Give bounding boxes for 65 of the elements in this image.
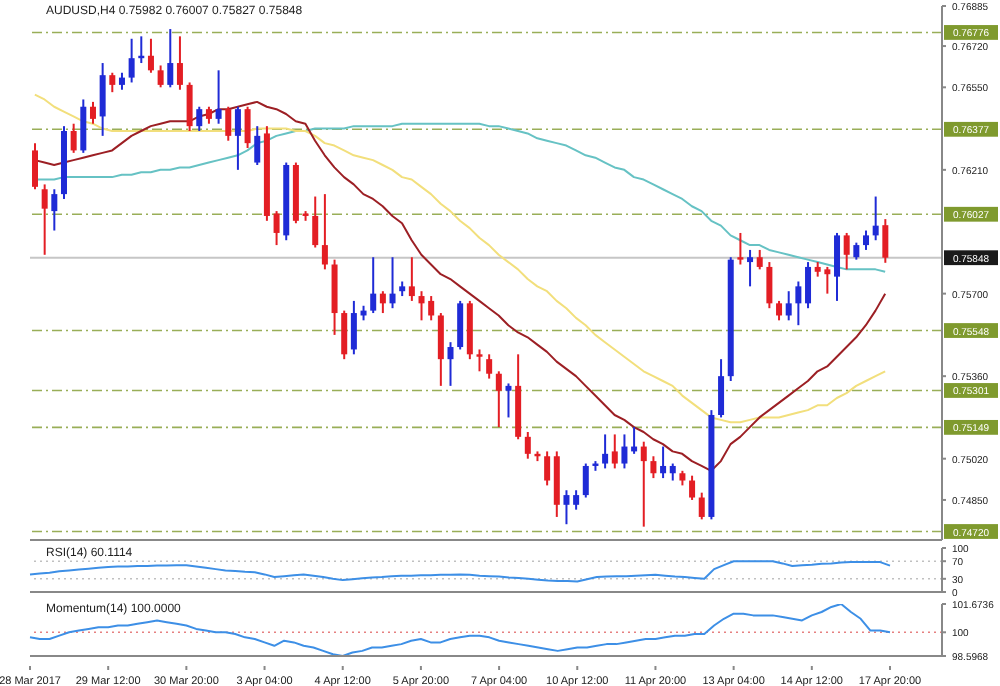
line-series <box>29 560 891 583</box>
candlestick <box>176 35 183 91</box>
candlestick <box>321 193 328 271</box>
candlestick <box>718 358 725 419</box>
candlestick <box>689 474 696 501</box>
candlestick <box>196 105 203 132</box>
candlestick <box>109 71 116 94</box>
candlestick <box>621 433 628 470</box>
candlestick <box>437 312 444 387</box>
candlestick <box>32 142 38 191</box>
candlestick <box>408 256 415 302</box>
candlestick <box>486 353 493 380</box>
candlestick <box>756 248 763 271</box>
candlestick <box>650 455 657 480</box>
candlestick <box>457 299 464 351</box>
candlestick <box>70 122 77 154</box>
candlestick <box>640 440 647 528</box>
candlestick <box>563 489 570 526</box>
candlestick <box>737 231 744 266</box>
candlestick <box>225 105 232 142</box>
candlestick <box>505 382 512 419</box>
candlestick <box>582 462 589 499</box>
candlestick <box>698 491 705 521</box>
candlestick <box>389 256 396 310</box>
candlestick <box>341 309 348 361</box>
candlestick <box>186 81 193 132</box>
candlestick <box>795 280 802 327</box>
candlestick <box>147 37 154 74</box>
candlestick <box>447 341 454 387</box>
candlestick <box>834 231 841 302</box>
candlestick <box>370 256 377 315</box>
candlestick <box>379 290 386 315</box>
candlestick <box>843 231 850 271</box>
candlestick <box>157 64 164 89</box>
candlestick <box>99 62 106 137</box>
candlestick <box>254 125 261 166</box>
candlestick <box>234 105 241 171</box>
candlestick <box>41 183 48 256</box>
candlestick <box>51 188 58 232</box>
candlestick <box>747 248 754 288</box>
candlestick <box>80 98 87 154</box>
candlestick <box>785 290 792 322</box>
candlestick <box>882 218 889 264</box>
candlestick <box>776 299 783 322</box>
candlestick <box>602 433 609 470</box>
candlestick <box>611 433 618 470</box>
candlestick <box>495 370 502 429</box>
candlestick <box>544 450 551 487</box>
candlestick <box>128 37 135 84</box>
candlestick <box>312 195 319 249</box>
candlestick <box>167 28 174 89</box>
candlestick <box>573 489 580 511</box>
candlestick <box>872 195 879 242</box>
candlestick <box>863 229 870 251</box>
candlestick <box>476 348 483 373</box>
candlestick <box>89 100 96 125</box>
line-series <box>29 604 891 656</box>
candlestick <box>660 445 667 480</box>
candlestick <box>273 210 280 247</box>
candlestick <box>350 299 357 356</box>
candlestick <box>766 261 773 310</box>
candlestick <box>805 261 812 310</box>
candlestick <box>524 430 531 460</box>
candlestick <box>244 105 251 149</box>
candlestick <box>215 69 222 125</box>
